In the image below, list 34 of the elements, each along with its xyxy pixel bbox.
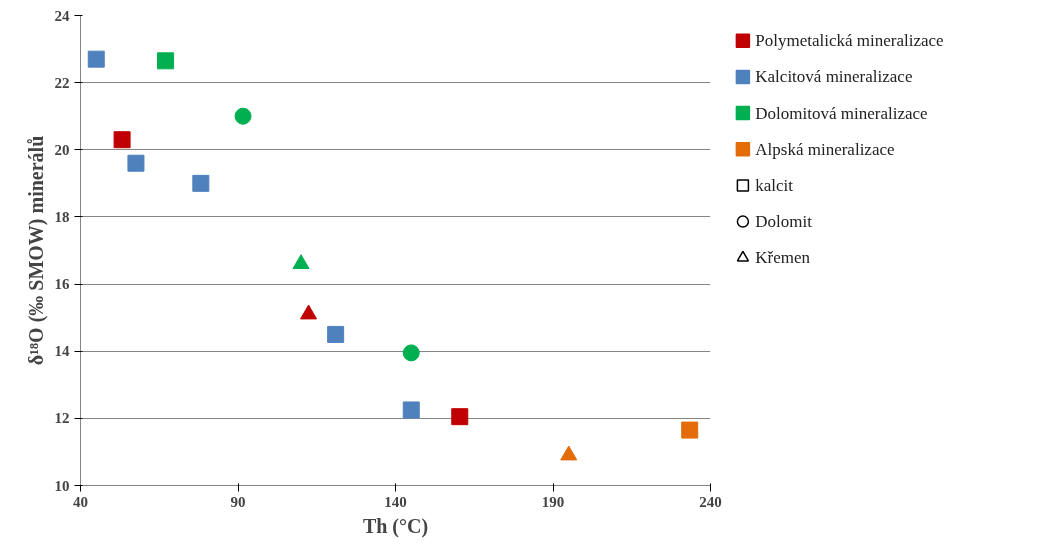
- y-tick-label: 22: [54, 74, 70, 91]
- y-tick-label: 18: [54, 208, 70, 225]
- point: [192, 174, 210, 192]
- y-tick-label: 24: [54, 7, 70, 24]
- legend-label: Alpská mineralizace: [755, 139, 895, 159]
- point: [681, 421, 699, 439]
- legend-label: Polymetalická mineralizace: [755, 31, 944, 51]
- legend-label: kalcit: [755, 175, 794, 195]
- legend-label: Křemen: [755, 248, 811, 268]
- x-tick-label: 190: [541, 493, 565, 510]
- y-axis-title: δ¹⁸O (‰ SMOW) minerálů: [24, 135, 48, 366]
- point: [402, 344, 420, 362]
- x-tick-label: 240: [699, 493, 722, 510]
- legend-label: Dolomit: [755, 212, 813, 232]
- point: [157, 52, 175, 70]
- point: [327, 325, 345, 343]
- y-tick-label: 14: [54, 343, 70, 360]
- x-tick-label: 40: [73, 493, 88, 510]
- point: [292, 254, 310, 270]
- x-axis-title: Th (°C): [362, 514, 429, 538]
- point: [87, 50, 105, 68]
- point: [451, 408, 469, 426]
- point: [113, 131, 131, 149]
- y-tick-label: 10: [54, 477, 70, 494]
- legend-label: Dolomitová mineralizace: [755, 103, 928, 123]
- y-tick-label: 20: [54, 141, 70, 158]
- y-tick-label: 12: [54, 410, 70, 427]
- x-tick-label: 140: [384, 493, 407, 510]
- y-tick-label: 16: [54, 276, 70, 293]
- point: [234, 107, 252, 125]
- legend-label: Kalcitová mineralizace: [755, 67, 913, 87]
- point: [402, 401, 420, 419]
- point: [127, 154, 145, 172]
- x-tick-label: 90: [230, 493, 246, 510]
